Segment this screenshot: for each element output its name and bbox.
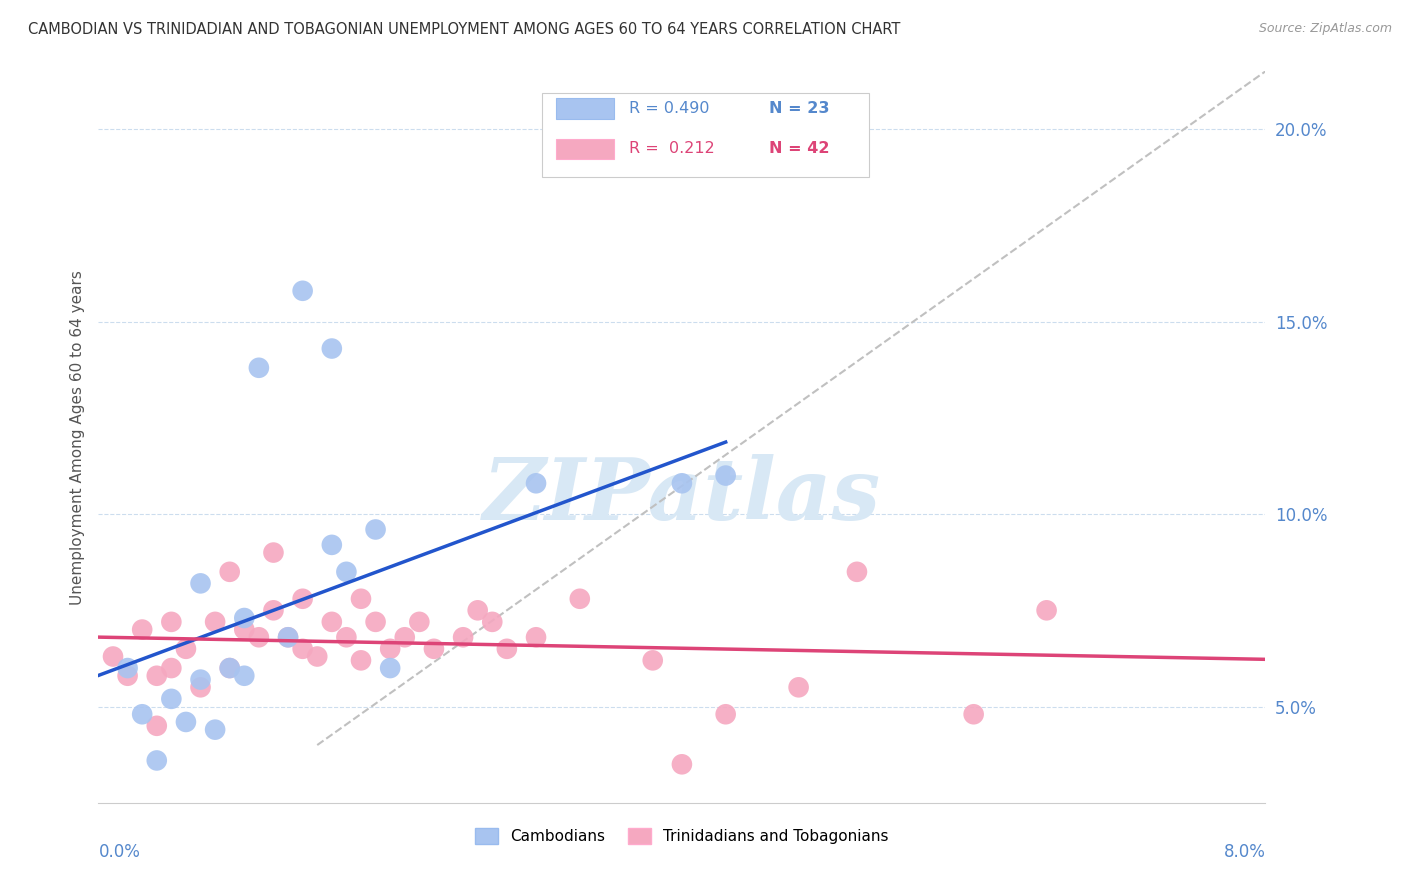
Point xyxy=(451,630,474,644)
Point xyxy=(321,538,343,552)
Point xyxy=(131,707,153,722)
Text: N = 42: N = 42 xyxy=(769,142,830,156)
Point xyxy=(787,681,810,695)
Point xyxy=(218,661,240,675)
Point xyxy=(277,630,299,644)
Point xyxy=(524,630,547,644)
Point xyxy=(101,649,124,664)
Point xyxy=(160,615,183,629)
Point xyxy=(496,641,519,656)
Point xyxy=(262,545,284,559)
Point xyxy=(568,591,591,606)
Point xyxy=(218,565,240,579)
Text: N = 23: N = 23 xyxy=(769,101,830,116)
Point xyxy=(291,591,314,606)
FancyBboxPatch shape xyxy=(555,98,614,119)
Point xyxy=(204,615,226,629)
Point xyxy=(174,641,197,656)
FancyBboxPatch shape xyxy=(541,94,869,178)
Point xyxy=(671,476,693,491)
Point xyxy=(160,691,183,706)
Point xyxy=(277,630,299,644)
Point xyxy=(364,523,387,537)
Legend: Cambodians, Trinidadians and Tobagonians: Cambodians, Trinidadians and Tobagonians xyxy=(470,822,894,850)
Point xyxy=(394,630,416,644)
Point xyxy=(524,476,547,491)
Point xyxy=(117,669,139,683)
Point xyxy=(350,591,373,606)
Point xyxy=(380,641,402,656)
Text: R = 0.490: R = 0.490 xyxy=(630,101,710,116)
Point xyxy=(408,615,430,629)
Point xyxy=(146,719,169,733)
Point xyxy=(117,661,139,675)
Point xyxy=(423,641,446,656)
Point xyxy=(190,681,212,695)
Point xyxy=(350,653,373,667)
Point xyxy=(190,673,212,687)
Point xyxy=(131,623,153,637)
Point xyxy=(671,757,693,772)
Point xyxy=(233,669,256,683)
Point xyxy=(218,661,240,675)
Point xyxy=(247,360,270,375)
Point xyxy=(262,603,284,617)
Point xyxy=(321,342,343,356)
Point xyxy=(233,623,256,637)
Point xyxy=(335,565,357,579)
Y-axis label: Unemployment Among Ages 60 to 64 years: Unemployment Among Ages 60 to 64 years xyxy=(69,269,84,605)
Point xyxy=(204,723,226,737)
Point xyxy=(146,669,169,683)
Point xyxy=(380,661,402,675)
Point xyxy=(467,603,489,617)
Point xyxy=(962,707,984,722)
Point xyxy=(190,576,212,591)
Point xyxy=(714,707,737,722)
Text: R =  0.212: R = 0.212 xyxy=(630,142,716,156)
Point xyxy=(321,615,343,629)
Text: Source: ZipAtlas.com: Source: ZipAtlas.com xyxy=(1258,22,1392,36)
Point xyxy=(845,565,868,579)
Point xyxy=(335,630,357,644)
Point xyxy=(408,807,430,822)
Point xyxy=(641,653,664,667)
Point xyxy=(291,284,314,298)
Point xyxy=(146,754,169,768)
FancyBboxPatch shape xyxy=(555,138,614,159)
Point xyxy=(1035,603,1057,617)
Text: 8.0%: 8.0% xyxy=(1223,843,1265,861)
Text: CAMBODIAN VS TRINIDADIAN AND TOBAGONIAN UNEMPLOYMENT AMONG AGES 60 TO 64 YEARS C: CAMBODIAN VS TRINIDADIAN AND TOBAGONIAN … xyxy=(28,22,900,37)
Point xyxy=(364,615,387,629)
Text: ZIPatlas: ZIPatlas xyxy=(482,454,882,537)
Point xyxy=(307,649,329,664)
Point xyxy=(233,611,256,625)
Point xyxy=(174,714,197,729)
Text: 0.0%: 0.0% xyxy=(98,843,141,861)
Point xyxy=(481,615,503,629)
Point xyxy=(714,468,737,483)
Point xyxy=(160,661,183,675)
Point xyxy=(291,641,314,656)
Point xyxy=(247,630,270,644)
